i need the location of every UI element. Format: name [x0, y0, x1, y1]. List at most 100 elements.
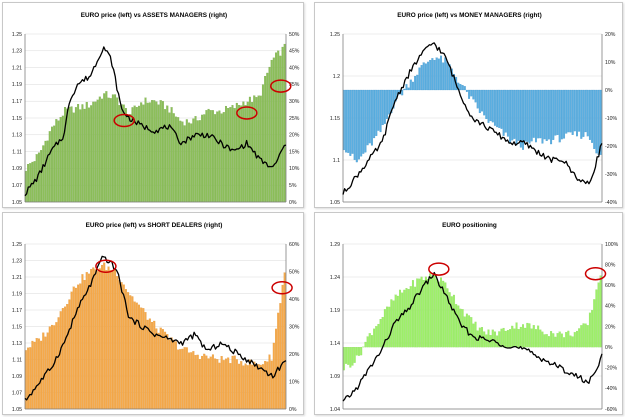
bar	[40, 340, 43, 410]
bar	[509, 329, 512, 348]
bar	[66, 304, 69, 410]
bar	[576, 330, 578, 348]
bar	[211, 110, 214, 203]
bar	[504, 330, 507, 348]
bar	[246, 101, 249, 203]
bar	[235, 359, 238, 410]
bar	[435, 57, 438, 91]
left-tick-label: 1.25	[330, 32, 340, 38]
bar	[240, 105, 243, 203]
bar	[190, 123, 193, 203]
bar	[431, 275, 434, 348]
bar	[151, 321, 154, 410]
bar	[103, 93, 106, 203]
bar	[532, 89, 535, 138]
bar	[541, 89, 544, 144]
bar	[68, 106, 71, 203]
bar	[368, 333, 371, 348]
bar	[379, 319, 382, 348]
bar	[159, 100, 162, 203]
bar	[586, 89, 589, 137]
bar	[422, 62, 425, 91]
bar	[87, 107, 90, 203]
bar	[264, 361, 267, 410]
bar	[144, 97, 147, 203]
bar	[567, 330, 570, 348]
right-tick-label: -20%	[605, 366, 617, 372]
bar	[57, 317, 60, 410]
bar	[35, 338, 38, 410]
left-tick-label: 1.15	[330, 116, 340, 122]
bar	[414, 76, 417, 91]
bar	[90, 105, 93, 203]
bar	[161, 101, 164, 203]
left-tick-label: 1.25	[12, 242, 22, 248]
right-tick-label: 35%	[289, 82, 300, 88]
bar	[42, 145, 45, 203]
bar	[569, 335, 572, 348]
bar	[450, 68, 453, 91]
bar	[192, 351, 195, 410]
bar	[266, 361, 269, 410]
bar	[537, 325, 540, 348]
bar	[506, 89, 509, 137]
bar	[188, 122, 191, 203]
bar	[379, 89, 382, 133]
bar	[392, 89, 395, 109]
bar	[563, 89, 566, 139]
bar	[407, 87, 410, 91]
bar	[122, 284, 125, 410]
chart-title: EURO price (left) vs MONEY MANAGERS (rig…	[397, 12, 541, 19]
bar	[545, 89, 548, 142]
bar	[50, 126, 53, 203]
bar	[366, 89, 369, 146]
bar	[255, 364, 258, 410]
right-tick-label: 10%	[605, 60, 616, 66]
bar	[576, 89, 578, 137]
bar	[424, 276, 427, 348]
bar	[227, 357, 230, 410]
bar	[109, 270, 112, 410]
left-tick-label: 1.07	[12, 390, 22, 396]
bar	[478, 89, 481, 114]
bar	[120, 282, 123, 410]
bar	[580, 325, 583, 348]
bar	[27, 164, 30, 203]
bar	[101, 98, 104, 203]
bar	[146, 102, 149, 203]
bar	[353, 89, 356, 160]
bar	[474, 89, 477, 103]
bar	[541, 331, 544, 348]
bar	[468, 315, 471, 348]
bar	[377, 89, 380, 131]
bar	[573, 89, 576, 132]
bar	[539, 89, 542, 139]
bar	[539, 329, 542, 348]
bar	[349, 89, 352, 156]
bar	[235, 102, 238, 203]
bar	[33, 341, 36, 410]
left-tick-label: 1.13	[12, 133, 22, 139]
bar	[578, 328, 581, 348]
bar	[452, 294, 455, 348]
bar	[155, 328, 158, 410]
bar	[517, 89, 520, 141]
bar	[394, 89, 397, 102]
bar	[240, 361, 243, 410]
bar	[530, 89, 533, 142]
bar	[418, 278, 421, 348]
bar	[370, 89, 373, 146]
bar	[225, 358, 227, 410]
bar	[418, 67, 421, 91]
bar	[351, 347, 354, 366]
bar	[229, 363, 232, 410]
left-tick-label: 1.23	[12, 258, 22, 264]
bar	[481, 89, 484, 112]
bar	[528, 89, 531, 144]
bar	[270, 360, 273, 410]
bar	[593, 299, 596, 348]
bar	[127, 116, 130, 203]
bar	[532, 325, 535, 348]
bar	[563, 337, 566, 348]
bar	[46, 140, 49, 203]
